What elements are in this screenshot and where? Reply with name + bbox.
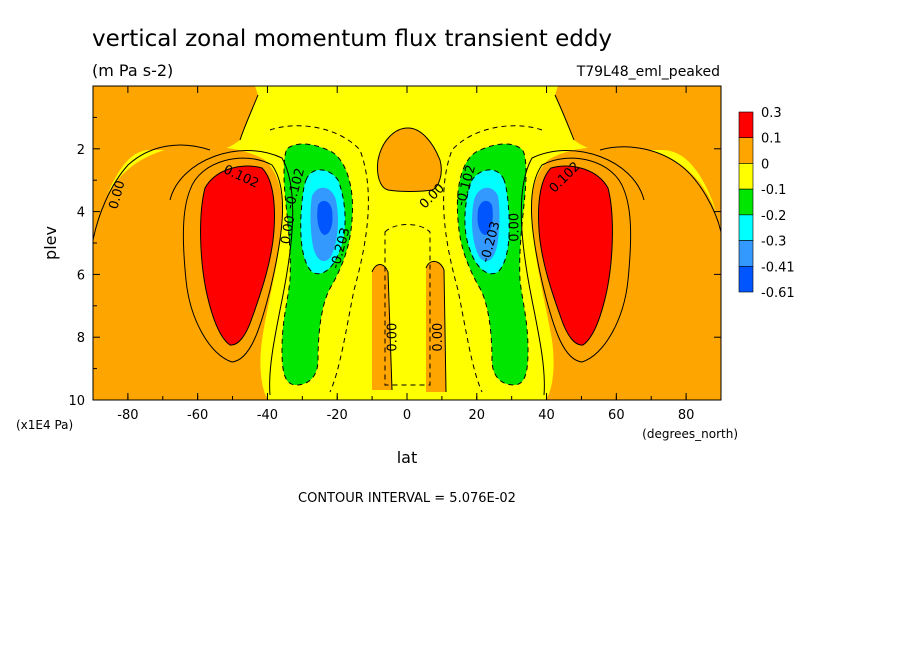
- contour-line-dashed: [443, 125, 543, 393]
- field-orange-eq-right: [426, 261, 446, 392]
- colorbar-label: -0.2: [761, 209, 786, 224]
- contour-line: [425, 261, 447, 393]
- contour-line: [554, 94, 575, 141]
- colorbar: 0.3 0.1 0 -0.1 -0.2 -0.3 -0.41 -0.61: [738, 106, 795, 301]
- contour-line: [520, 150, 645, 396]
- contour-line: [530, 157, 632, 363]
- y-axis-units: (x1E4 Pa): [16, 418, 73, 432]
- contour-line: [239, 94, 259, 141]
- contour-line: [599, 146, 721, 233]
- field-orange-center: [377, 128, 442, 192]
- contour-line: [538, 165, 613, 346]
- contour-label: 0.00: [386, 323, 401, 352]
- contour-line: [182, 157, 284, 363]
- y-tick-label: 2: [77, 143, 85, 158]
- x-axis-units: (degrees_north): [642, 427, 738, 441]
- x-axis: -80 -60 -40 -20 0 20 40 60 80: [92, 86, 722, 423]
- contour-line-dashed: [384, 224, 431, 386]
- contour-label: 0.00: [279, 214, 299, 245]
- colorbar-label: -0.1: [761, 183, 786, 198]
- colorbar-box: [738, 240, 754, 267]
- y-tick-label: 8: [77, 331, 85, 346]
- contour-line-dashed: [464, 169, 510, 275]
- x-tick-label: -60: [187, 408, 208, 423]
- contour-lines: [93, 94, 721, 396]
- contour-line: [371, 264, 393, 391]
- contour-line: [200, 165, 275, 346]
- colorbar-label: -0.3: [761, 235, 786, 250]
- x-tick-label: -80: [117, 408, 138, 423]
- field-red-right: [538, 166, 613, 346]
- x-tick-label: -40: [257, 408, 278, 423]
- colorbar-label: -0.61: [761, 286, 795, 301]
- contour-line: [93, 144, 211, 241]
- colorbar-label: 0.3: [761, 106, 782, 121]
- colorbar-box: [738, 163, 754, 190]
- contour-line: [169, 150, 294, 396]
- contour-label: 0.00: [107, 179, 129, 211]
- y-tick-label: 4: [77, 206, 85, 221]
- field-blue-right: [477, 200, 493, 235]
- contour-line-dashed: [269, 125, 369, 393]
- contour-interval: CONTOUR INTERVAL = 5.076E-02: [298, 491, 516, 506]
- colorbar-label: 0.1: [761, 132, 782, 147]
- contour-line: [377, 127, 442, 192]
- contour-label: 0.00: [431, 323, 446, 352]
- colorbar-box: [738, 265, 754, 293]
- contour-label: 0.00: [508, 213, 523, 242]
- field-orange-eq-left: [372, 264, 392, 390]
- field-orange-right: [555, 86, 721, 232]
- contour-lines-negative: [269, 125, 543, 393]
- field-orange-left: [93, 86, 258, 240]
- y-axis-label: plev: [41, 226, 60, 260]
- chart-title: vertical zonal momentum flux transient e…: [92, 26, 612, 52]
- x-axis-label: lat: [397, 448, 418, 467]
- chart-units: (m Pa s-2): [92, 61, 173, 80]
- field-blue-left: [317, 200, 333, 235]
- x-tick-label: 0: [403, 408, 411, 423]
- x-tick-label: 80: [678, 408, 695, 423]
- contour-line-dashed: [300, 169, 346, 275]
- x-tick-label: 60: [608, 408, 625, 423]
- field-red-left: [200, 166, 275, 346]
- colorbar-box: [738, 214, 754, 241]
- colorbar-box: [738, 137, 754, 164]
- y-axis: 2 4 6 8 10: [68, 116, 721, 409]
- x-tick-label: -20: [327, 408, 348, 423]
- dataset-label: T79L48_eml_peaked: [576, 64, 720, 80]
- contour-line-dashed: [281, 143, 354, 386]
- x-tick-label: 40: [538, 408, 555, 423]
- colorbar-label: -0.41: [761, 260, 795, 275]
- y-tick-label: 10: [68, 394, 85, 409]
- colorbar-label: 0: [761, 157, 769, 172]
- x-tick-label: 20: [469, 408, 486, 423]
- colorbar-box: [738, 188, 754, 216]
- y-tick-label: 6: [77, 268, 85, 283]
- colorbar-box: [738, 111, 754, 139]
